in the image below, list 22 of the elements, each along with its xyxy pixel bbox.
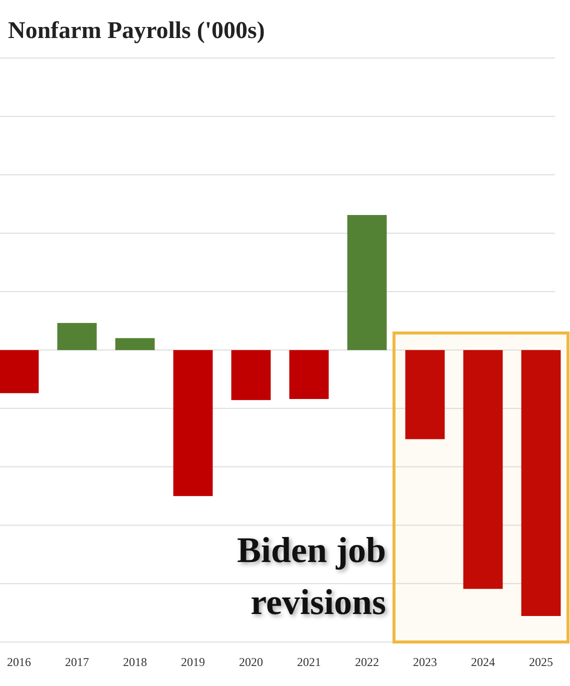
x-tick-label: 2017 xyxy=(65,655,89,669)
bar xyxy=(289,350,329,400)
x-tick-label: 2022 xyxy=(355,655,379,669)
chart-title: Nonfarm Payrolls ('000s) xyxy=(8,18,265,44)
band-label: Biden job revisions xyxy=(236,530,386,622)
x-tick-label: 2024 xyxy=(471,655,495,669)
bar xyxy=(347,215,387,350)
x-tick-label: 2020 xyxy=(239,655,263,669)
bar xyxy=(231,350,271,400)
x-tick-label: 2023 xyxy=(413,655,437,669)
bar xyxy=(463,350,503,589)
x-tick-label: 2016 xyxy=(7,655,31,669)
bar xyxy=(0,350,39,394)
bar xyxy=(521,350,561,616)
x-tick-label: 2018 xyxy=(123,655,147,669)
x-tick-label: 2019 xyxy=(181,655,205,669)
bar xyxy=(115,338,155,350)
x-tick-label: 2025 xyxy=(529,655,553,669)
x-tick-label: 2021 xyxy=(297,655,321,669)
bar xyxy=(405,350,445,440)
bar xyxy=(173,350,213,496)
bar xyxy=(57,322,97,350)
